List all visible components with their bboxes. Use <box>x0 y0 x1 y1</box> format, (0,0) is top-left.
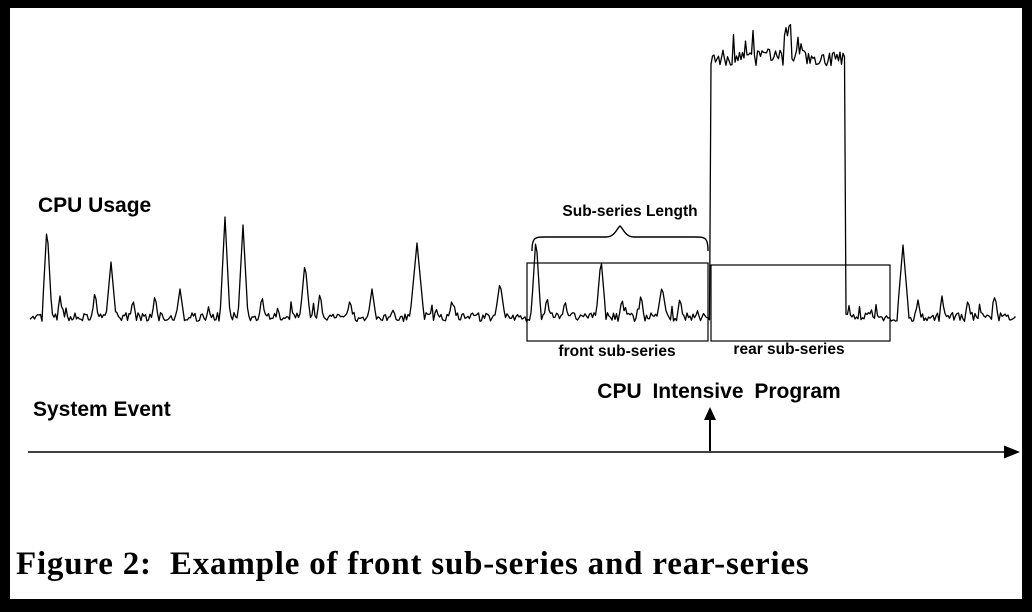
system-event-label: System Event <box>33 398 171 421</box>
rear-sub-series-box <box>710 264 891 342</box>
front-sub-series-box <box>526 262 709 342</box>
cpu-usage-label: CPU Usage <box>38 194 152 217</box>
front-sub-series-label: front sub-series <box>558 343 676 360</box>
sub-series-length-brace <box>531 225 709 252</box>
axis-right-arrowhead-icon <box>1004 445 1020 459</box>
event-up-arrowhead-icon <box>704 407 716 420</box>
figure-caption: Figure 2: Example of front sub-series an… <box>16 546 810 582</box>
rear-sub-series-label: rear sub-series <box>733 341 845 358</box>
cpu-intensive-program-label: CPU Intensive Program <box>597 380 841 403</box>
cpu-usage-waveform <box>29 23 1016 323</box>
sub-series-length-label: Sub-series Length <box>562 203 698 220</box>
